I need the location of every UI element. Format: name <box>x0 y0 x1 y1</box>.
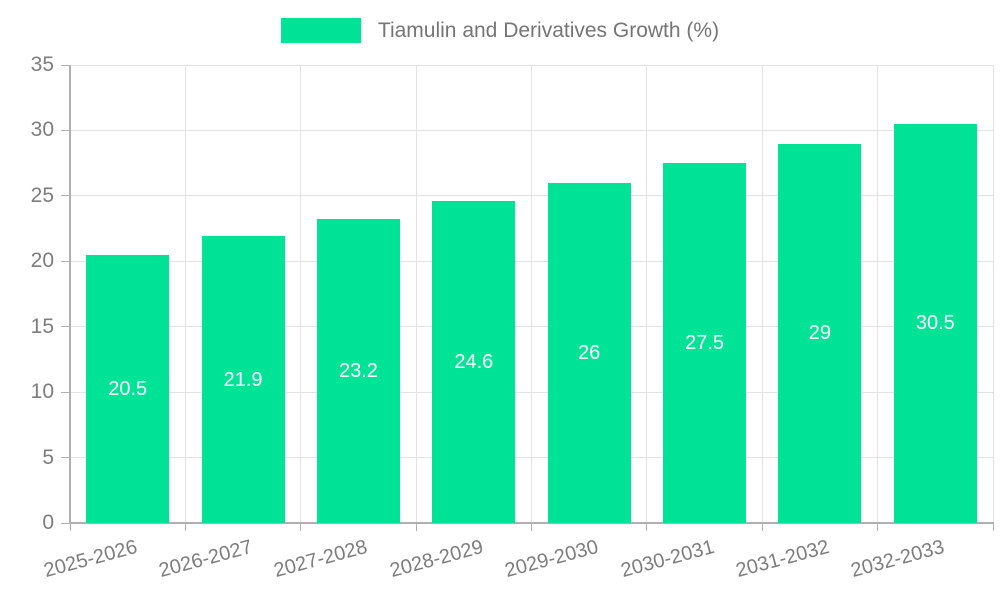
y-axis-line <box>69 65 71 523</box>
x-gridline <box>531 65 532 523</box>
bar-value-label: 30.5 <box>915 312 955 335</box>
bar[interactable] <box>316 219 400 523</box>
x-axis-label: 2028-2029 <box>387 536 486 583</box>
x-axis-tick <box>992 523 994 531</box>
x-gridline <box>761 65 763 523</box>
bar[interactable] <box>201 236 285 523</box>
x-axis-tick <box>877 523 879 531</box>
bar-value-label: 21.9 <box>223 368 263 391</box>
x-gridline <box>300 65 302 523</box>
bar-value-label: 29 <box>808 322 832 345</box>
y-axis-tick <box>61 64 69 66</box>
y-axis-label: 15 <box>30 314 54 338</box>
x-axis-tick <box>184 523 186 531</box>
y-axis-tick <box>61 457 69 459</box>
legend-swatch <box>280 18 361 43</box>
bar[interactable] <box>86 254 170 523</box>
bar-value-label: 23.2 <box>338 360 378 383</box>
x-axis-tick <box>300 523 302 531</box>
y-axis-label: 25 <box>30 183 54 207</box>
bar[interactable] <box>893 123 977 523</box>
x-axis-tick <box>415 523 417 531</box>
plot-area: 0 5 10 15 20 25 30 35 20.5 2025-2026 21.9 2026-2027… <box>31 53 994 582</box>
y-axis-label: 35 <box>30 53 54 76</box>
y-axis-tick <box>61 522 69 524</box>
y-axis-label: 0 <box>42 511 54 534</box>
y-axis-label: 5 <box>42 445 54 469</box>
x-axis-tick <box>646 523 648 531</box>
y-axis-label: 20 <box>30 249 54 273</box>
x-gridline <box>184 65 186 523</box>
bar-value-label: 27.5 <box>685 332 725 355</box>
x-axis-label: 2030-2031 <box>618 536 717 583</box>
bar[interactable] <box>432 201 516 523</box>
x-gridline <box>992 65 994 523</box>
bar[interactable] <box>547 182 631 523</box>
y-axis-tick <box>61 260 69 262</box>
y-axis-label: 10 <box>30 380 54 404</box>
x-axis-label: 2031-2032 <box>733 536 832 583</box>
y-axis-tick <box>61 129 69 131</box>
bar-value-label: 24.6 <box>454 351 494 374</box>
y-axis-label: 30 <box>30 118 54 142</box>
legend[interactable]: Tiamulin and Derivatives Growth (%) <box>0 18 1000 43</box>
y-axis-tick <box>61 326 69 328</box>
y-axis-tick <box>61 195 69 197</box>
legend-label: Tiamulin and Derivatives Growth (%) <box>377 18 720 42</box>
x-axis-label: 2026-2027 <box>156 536 255 583</box>
bar[interactable] <box>778 143 862 523</box>
x-axis-tick <box>761 523 763 531</box>
bar[interactable] <box>663 163 747 523</box>
x-gridline <box>877 65 879 523</box>
x-axis-label: 2029-2030 <box>502 536 601 583</box>
x-gridline <box>415 65 417 523</box>
x-axis-label: 2027-2028 <box>272 536 371 583</box>
x-gridline <box>646 65 648 523</box>
bar-value-label: 26 <box>578 341 601 364</box>
bar-value-label: 20.5 <box>108 377 148 400</box>
x-axis-tick <box>69 523 71 531</box>
x-axis-line <box>69 522 994 524</box>
x-axis-label: 2032-2033 <box>848 536 948 583</box>
x-axis-label: 2025-2026 <box>41 536 140 583</box>
y-axis-tick <box>61 391 69 393</box>
x-axis-tick <box>531 523 532 531</box>
